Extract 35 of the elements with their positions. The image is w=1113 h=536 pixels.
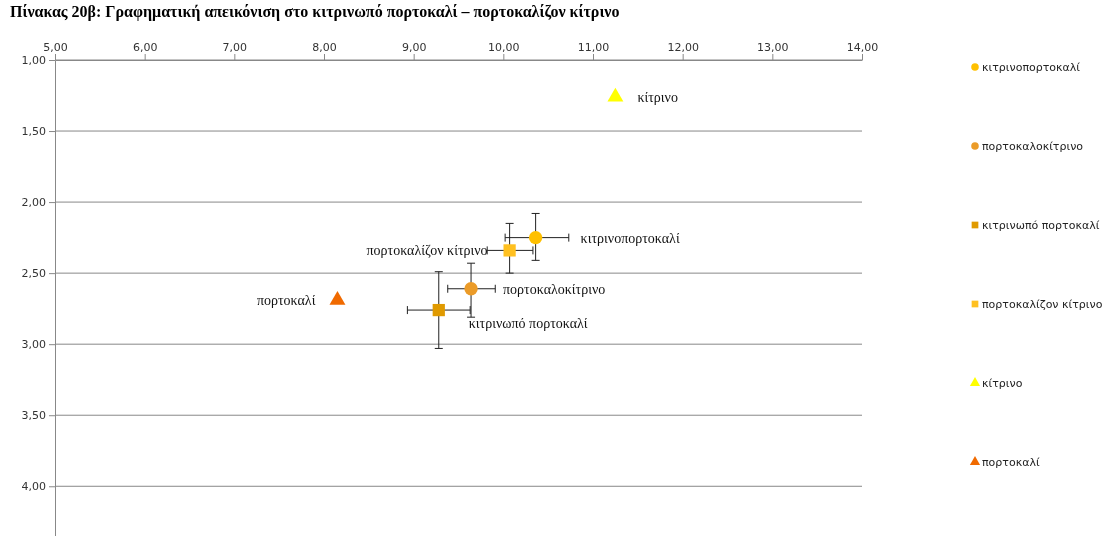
x-tick-label: 6,00 bbox=[132, 41, 158, 54]
text: πορτοκαλί bbox=[256, 293, 316, 309]
legend-label: κιτρινωπό πορτοκαλί bbox=[982, 219, 1100, 232]
x-tick-label: 7,00 bbox=[222, 41, 248, 54]
x-tick-label: 8,00 bbox=[312, 41, 337, 54]
point bbox=[607, 87, 624, 102]
x-tick-label: 12,00 bbox=[667, 41, 699, 54]
y-tick-label: 3,00 bbox=[21, 338, 46, 352]
text: πορτοκαλίζον κίτρινο bbox=[366, 243, 488, 259]
chart-title: Πίνακας 20β: Γραφηματική απεικόνιση στο κιτρινωπό πορτοκαλί – πορτοκαλίζον κίτρινο bbox=[10, 3, 620, 21]
point bbox=[432, 303, 445, 317]
legend-label: κιτρινοπορτοκαλί bbox=[982, 61, 1081, 74]
point bbox=[503, 244, 516, 257]
legend-label: πορτοκαλίζον κίτρινο bbox=[982, 298, 1103, 311]
y-tick-label: 1,50 bbox=[21, 125, 46, 139]
x-tick-label: 5,00 bbox=[43, 41, 68, 54]
point bbox=[528, 230, 543, 245]
y-tick-label: 4,00 bbox=[21, 480, 46, 494]
legend-label: κίτρινο bbox=[982, 377, 1023, 390]
x-tick-label: 9,00 bbox=[401, 41, 427, 54]
x-tick-label: 11,00 bbox=[577, 41, 610, 54]
text: πορτοκαλοκίτρινο bbox=[503, 281, 606, 297]
point bbox=[464, 282, 478, 296]
y-tick-label: 2,50 bbox=[21, 267, 46, 281]
legend-label: πορτοκαλοκίτρινο bbox=[982, 140, 1084, 153]
x-tick-label: 13,00 bbox=[757, 41, 789, 54]
x-tick-label: 10,00 bbox=[488, 41, 520, 54]
x-tick-label: 14,00 bbox=[846, 41, 879, 54]
text: κίτρινο bbox=[637, 89, 678, 105]
y-tick-label: 1,00 bbox=[21, 54, 46, 68]
text: κιτρινωπό πορτοκαλί bbox=[468, 316, 588, 332]
text: κιτρινοπορτοκαλί bbox=[580, 230, 680, 246]
y-tick-label: 2,00 bbox=[21, 196, 46, 210]
y-tick-label: 3,50 bbox=[21, 409, 46, 423]
legend-label: πορτοκαλί bbox=[982, 456, 1040, 469]
